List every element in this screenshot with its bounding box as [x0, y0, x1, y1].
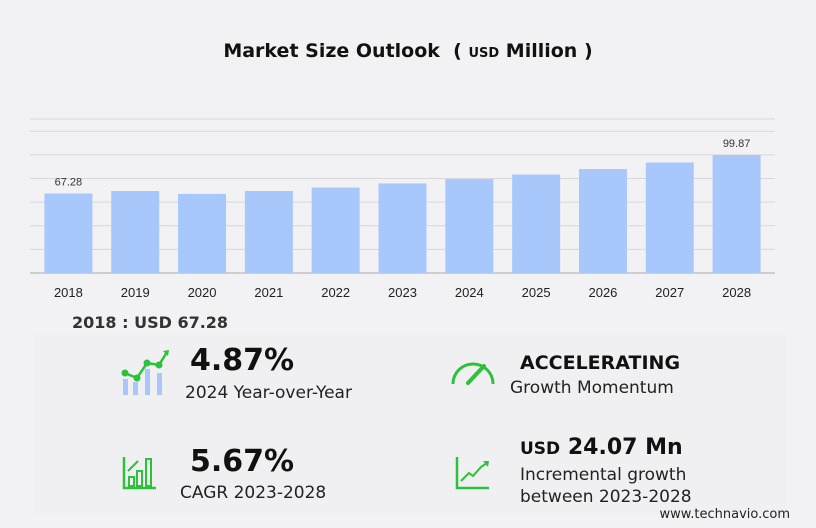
- x-tick-label: 2023: [388, 285, 417, 300]
- momentum-value: ACCELERATING: [520, 352, 681, 374]
- bar-chart: 2018 67.28 2019 2020 2021 2022 2023 2024 2025 202…: [30, 118, 775, 300]
- x-tick-label: 2021: [254, 285, 283, 300]
- incremental-value: USD 24.07 Mn: [520, 435, 683, 460]
- selected-value: 2018 : USD 67.28: [72, 313, 229, 332]
- yoy-label: 2024 Year-over-Year: [185, 383, 352, 403]
- trend-up-icon: [455, 457, 489, 490]
- x-tick-label: 2024: [455, 285, 484, 300]
- bar-2027: [645, 162, 694, 273]
- bar-2019: [111, 191, 160, 273]
- bar-2025: [512, 174, 561, 273]
- data-label: 99.87: [723, 138, 751, 150]
- chart-title: Market Size Outlook ( USD Million ): [223, 40, 593, 62]
- bar-2022: [311, 187, 360, 273]
- x-tick-label: 2027: [655, 285, 684, 300]
- bar-2024: [445, 179, 494, 273]
- cagr-label: CAGR 2023-2028: [180, 483, 327, 503]
- speedometer-icon: [451, 362, 495, 385]
- yoy-value: 4.87%: [190, 343, 295, 378]
- bar-2023: [378, 183, 427, 273]
- bar-2020: [178, 193, 227, 273]
- x-tick-label: 2028: [722, 285, 751, 300]
- bar-2028: [712, 155, 761, 273]
- momentum-label: Growth Momentum: [510, 378, 674, 398]
- x-tick-label: 2025: [522, 285, 551, 300]
- x-tick-label: 2019: [121, 285, 150, 300]
- bar-2026: [578, 169, 627, 273]
- data-label: 67.28: [55, 177, 83, 189]
- cagr-value: 5.67%: [190, 444, 295, 479]
- bar-growth-icon: [122, 457, 156, 490]
- x-tick-label: 2018: [54, 285, 83, 300]
- x-tick-label: 2022: [321, 285, 350, 300]
- incremental-label-2: between 2023-2028: [520, 487, 692, 507]
- growth-chart-icon: [121, 350, 169, 395]
- bar-2021: [244, 191, 293, 273]
- bar-2018: [44, 193, 93, 273]
- x-tick-label: 2020: [188, 285, 217, 300]
- footer-url: www.technavio.com: [659, 507, 790, 522]
- incremental-label: Incremental growth: [520, 465, 687, 485]
- x-tick-label: 2026: [588, 285, 617, 300]
